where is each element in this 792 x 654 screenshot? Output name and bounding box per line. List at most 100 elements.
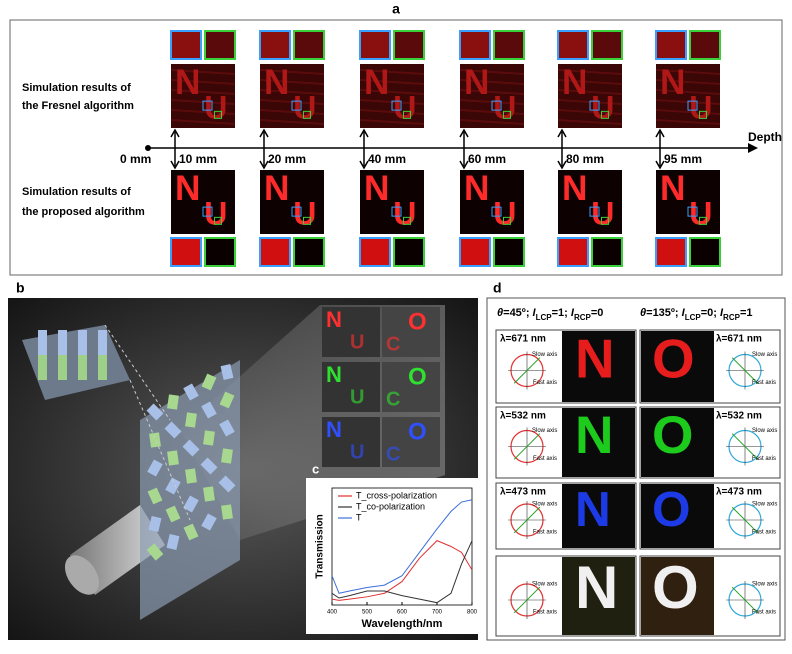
slow-axis-line xyxy=(513,433,541,460)
header-part: =0 xyxy=(591,307,604,319)
image-letter: U xyxy=(293,90,316,126)
zoom-crop xyxy=(459,30,491,60)
zoom-crop xyxy=(259,30,291,60)
axis-label: Depth xyxy=(748,130,782,144)
nanopillar xyxy=(183,383,199,401)
y-axis-label: Transmission xyxy=(315,514,326,578)
hologram-panel xyxy=(322,362,380,412)
nanopillar xyxy=(98,330,107,355)
axis-name: Fast axis xyxy=(533,530,557,536)
depth-label: 10 mm xyxy=(179,152,217,166)
hologram-image xyxy=(460,170,524,234)
speckle xyxy=(459,69,525,75)
speckle xyxy=(557,89,623,95)
image-letter: O xyxy=(652,327,695,389)
speckle xyxy=(259,109,325,115)
roi-box xyxy=(687,100,698,111)
nanopillar xyxy=(218,475,236,493)
speckle xyxy=(655,79,721,85)
image-letter: U xyxy=(293,196,316,232)
nanopillar xyxy=(220,364,234,380)
roi-box xyxy=(403,110,412,119)
axis-name: Fast axis xyxy=(533,380,557,386)
origin-label: 0 mm xyxy=(120,152,151,166)
image-letter: U xyxy=(204,90,227,126)
hologram-letter: O xyxy=(408,308,427,335)
axis-name: Slow axis xyxy=(752,582,777,588)
series-line xyxy=(331,540,473,604)
hologram-letter: N xyxy=(326,417,342,442)
depth-label: 20 mm xyxy=(268,152,306,166)
header-part: I xyxy=(533,307,537,319)
hologram-letter: C xyxy=(386,333,400,355)
axis-name: Fast axis xyxy=(752,380,776,386)
zoom-crop xyxy=(359,30,391,60)
roi-box xyxy=(214,216,223,225)
hologram-panel xyxy=(322,307,380,357)
nanopillar xyxy=(203,486,215,502)
speckle xyxy=(459,109,525,115)
speckle xyxy=(459,89,525,95)
legend-label: T_co-polarization xyxy=(356,501,425,511)
image-letter: N xyxy=(264,63,289,102)
nanopillar xyxy=(165,505,181,523)
header: θ=135º; ILCP=0; IRCP=1 xyxy=(640,307,752,322)
speckle xyxy=(259,119,325,125)
zoom-crop xyxy=(204,237,236,267)
nanopillar xyxy=(164,421,182,439)
image-letter: N xyxy=(660,63,685,102)
roi-box xyxy=(491,206,502,217)
series-line xyxy=(331,540,473,601)
axis-name: Slow axis xyxy=(532,428,557,434)
hologram-image xyxy=(171,170,235,234)
roi-box xyxy=(291,206,302,217)
roi-box xyxy=(503,110,512,119)
hologram-image xyxy=(360,170,424,234)
panel-frame xyxy=(486,297,786,641)
hologram-image xyxy=(562,557,635,635)
x-tick-label: 500 xyxy=(362,610,373,616)
hologram-image xyxy=(562,484,635,548)
roi-box xyxy=(699,216,708,225)
arrow-head xyxy=(459,128,469,170)
nanopillar xyxy=(165,477,181,495)
hologram-image xyxy=(460,64,524,128)
wavelength-label: λ=671 nm xyxy=(500,334,546,345)
image-letter: O xyxy=(652,482,691,537)
roi-box xyxy=(202,100,213,111)
speckle xyxy=(259,89,325,95)
image-letter: O xyxy=(652,406,693,465)
speckle xyxy=(170,69,236,75)
hologram-image xyxy=(641,484,714,548)
roi-box xyxy=(291,100,302,111)
metasurface xyxy=(140,360,240,620)
axis-arrow xyxy=(748,143,758,153)
wavelength-label: λ=473 nm xyxy=(500,487,546,498)
zoom-crop xyxy=(359,237,391,267)
arrow-head xyxy=(359,128,369,170)
roi-box xyxy=(503,216,512,225)
nanopillar xyxy=(38,330,47,355)
image-letter: N xyxy=(264,169,289,208)
image-letter: U xyxy=(393,90,416,126)
x-axis-label: Wavelength/nm xyxy=(362,618,443,630)
speckle xyxy=(359,119,425,125)
zoom-guide xyxy=(129,379,191,521)
x-tick-label: 400 xyxy=(327,610,338,616)
beam-end xyxy=(64,555,100,595)
axis-name: Fast axis xyxy=(533,456,557,462)
image-letter: N xyxy=(175,63,200,102)
image-letter: N xyxy=(562,169,587,208)
speckle xyxy=(359,109,425,115)
depth-label: 95 mm xyxy=(664,152,702,166)
roi-box xyxy=(391,100,402,111)
speckle xyxy=(557,119,623,125)
header-part: I xyxy=(682,307,686,319)
image-letter: U xyxy=(591,90,614,126)
hologram-image xyxy=(360,64,424,128)
root: a Simulation results of the Fresnel algori… xyxy=(8,1,786,641)
x-tick-label: 800 xyxy=(467,610,478,616)
nanopillar xyxy=(203,430,215,446)
image-letter: N xyxy=(575,554,618,621)
nanopillar xyxy=(201,513,217,531)
